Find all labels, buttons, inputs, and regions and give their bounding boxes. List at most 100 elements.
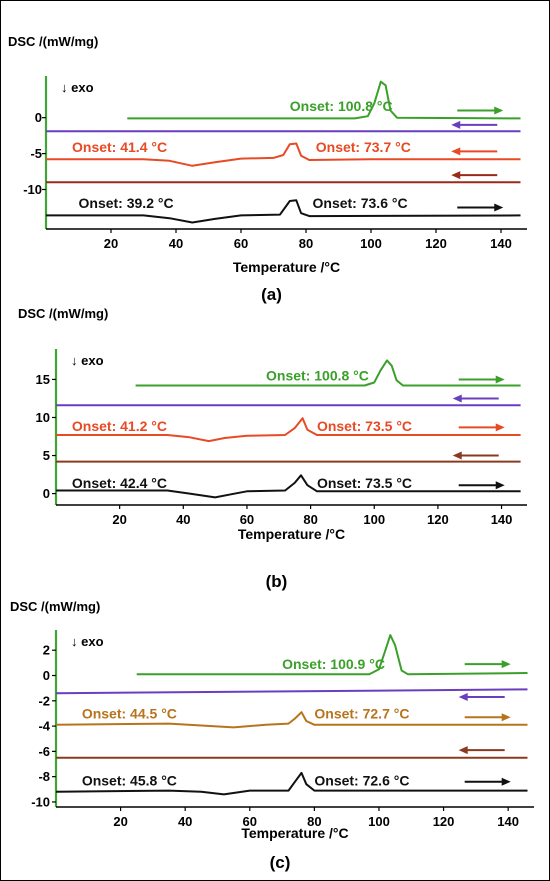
heating-direction-arrow: [457, 203, 504, 212]
heating-direction-arrow: [452, 394, 499, 403]
y-tick-label: -10: [23, 182, 42, 197]
dsc-curve-3: [46, 142, 521, 167]
x-tick-label: 120: [425, 236, 447, 251]
arrow-head: [501, 660, 511, 669]
arrow-head: [451, 120, 461, 129]
x-tick-label: 120: [427, 512, 449, 527]
x-tick-label: 140: [497, 814, 519, 829]
arrow-head: [501, 777, 511, 786]
x-tick-label: 140: [491, 512, 513, 527]
arrow-head: [494, 106, 504, 115]
panel-b: DSC /(mW/mg) 15 10 5 0 20 40 60 80 100 120 140 Tempe…: [18, 306, 527, 591]
exo-direction-label: ↓ exo: [71, 353, 104, 368]
heating-direction-arrow: [458, 423, 505, 432]
y-tick-label: -10: [31, 794, 50, 809]
onset-label: Onset: 73.5 °C: [317, 418, 412, 434]
dsc-curve-2: [55, 688, 528, 695]
dsc-curve-1: [136, 634, 528, 676]
heating-direction-arrow: [457, 106, 504, 115]
x-tick-label: 100: [360, 236, 382, 251]
arrow-head: [494, 203, 504, 212]
arrow-head: [501, 713, 511, 722]
onset-label: Onset: 41.2 °C: [72, 418, 167, 434]
y-tick-label: -5: [30, 146, 42, 161]
arrow-head: [495, 375, 505, 384]
dsc-curve-1: [127, 80, 521, 120]
exo-direction-label: ↓ exo: [61, 80, 94, 95]
x-tick-label: 140: [490, 236, 512, 251]
heating-direction-arrow: [458, 375, 505, 384]
panel-label: (a): [261, 285, 282, 304]
y-axis-label: DSC /(mW/mg): [18, 306, 108, 321]
y-tick-label: -8: [38, 769, 50, 784]
dsc-curve-1: [135, 359, 521, 387]
panel-label: (c): [270, 853, 291, 872]
heating-direction-arrow: [452, 451, 499, 460]
y-tick-label: 5: [43, 448, 50, 463]
onset-label: Onset: 72.6 °C: [314, 772, 409, 788]
y-tick-label: 10: [36, 410, 50, 425]
onset-label: Onset: 73.6 °C: [313, 195, 408, 211]
x-tick-label: 60: [234, 236, 248, 251]
onset-label: Onset: 42.4 °C: [72, 475, 167, 491]
panel-a: DSC /(mW/mg) 0 -5 -10 20 40 60 80 100 120 140 Tempe…: [8, 34, 527, 304]
y-tick-label: 0: [43, 486, 50, 501]
x-tick-label: 20: [112, 512, 126, 527]
y-axis-label: DSC /(mW/mg): [8, 34, 98, 49]
y-tick-label: -6: [38, 744, 50, 759]
dsc-curve-5: [56, 474, 521, 499]
heating-direction-arrow: [458, 693, 505, 702]
x-tick-label: 60: [243, 814, 257, 829]
y-tick-label: 0: [43, 668, 50, 683]
arrow-head: [458, 693, 468, 702]
x-tick-label: 120: [433, 814, 455, 829]
x-tick-label: 100: [363, 512, 385, 527]
heating-direction-arrow: [464, 713, 511, 722]
arrow-head: [458, 746, 468, 755]
onset-label: Onset: 41.4 °C: [72, 139, 167, 155]
panel-label: (b): [266, 572, 288, 591]
x-tick-label: 40: [178, 814, 192, 829]
y-axis-label: DSC /(mW/mg): [10, 599, 100, 614]
onset-label: Onset: 44.5 °C: [82, 705, 177, 721]
dsc-curve-5: [55, 771, 528, 796]
x-tick-label: 80: [307, 814, 321, 829]
onset-label: Onset: 100.8 °C: [290, 98, 393, 114]
exo-direction-label: ↓ exo: [71, 634, 104, 649]
y-tick-label: -2: [38, 693, 50, 708]
y-tick-label: -4: [38, 719, 50, 734]
arrow-head: [495, 481, 505, 490]
x-axis-label: Temperature /°C: [238, 526, 345, 542]
y-tick-label: 0: [35, 110, 42, 125]
onset-label: Onset: 100.9 °C: [282, 656, 385, 672]
onset-label: Onset: 39.2 °C: [79, 195, 174, 211]
x-axis-label: Temperature /°C: [241, 825, 348, 841]
heating-direction-arrow: [458, 481, 505, 490]
arrow-head: [451, 147, 461, 156]
heating-direction-arrow: [464, 777, 511, 786]
x-tick-label: 80: [299, 236, 313, 251]
x-tick-label: 20: [113, 814, 127, 829]
heating-direction-arrow: [458, 746, 505, 755]
onset-label: Onset: 100.8 °C: [266, 368, 369, 384]
y-tick-label: 2: [43, 643, 50, 658]
x-tick-label: 20: [104, 236, 118, 251]
x-axis-label: Temperature /°C: [233, 259, 340, 275]
arrow-head: [451, 171, 461, 180]
y-tick-label: 15: [36, 372, 50, 387]
dsc-curve-5: [46, 199, 521, 224]
x-tick-label: 100: [368, 814, 390, 829]
x-tick-label: 40: [169, 236, 183, 251]
x-tick-label: 80: [303, 512, 317, 527]
x-tick-label: 60: [240, 512, 254, 527]
onset-label: Onset: 72.7 °C: [314, 705, 409, 721]
onset-label: Onset: 73.5 °C: [317, 475, 412, 491]
x-tick-label: 40: [176, 512, 190, 527]
arrow-head: [452, 451, 462, 460]
onset-label: Onset: 45.8 °C: [82, 772, 177, 788]
dsc-curve-3: [56, 417, 521, 443]
arrow-head: [452, 394, 462, 403]
heating-direction-arrow: [451, 147, 498, 156]
heating-direction-arrow: [464, 660, 511, 669]
